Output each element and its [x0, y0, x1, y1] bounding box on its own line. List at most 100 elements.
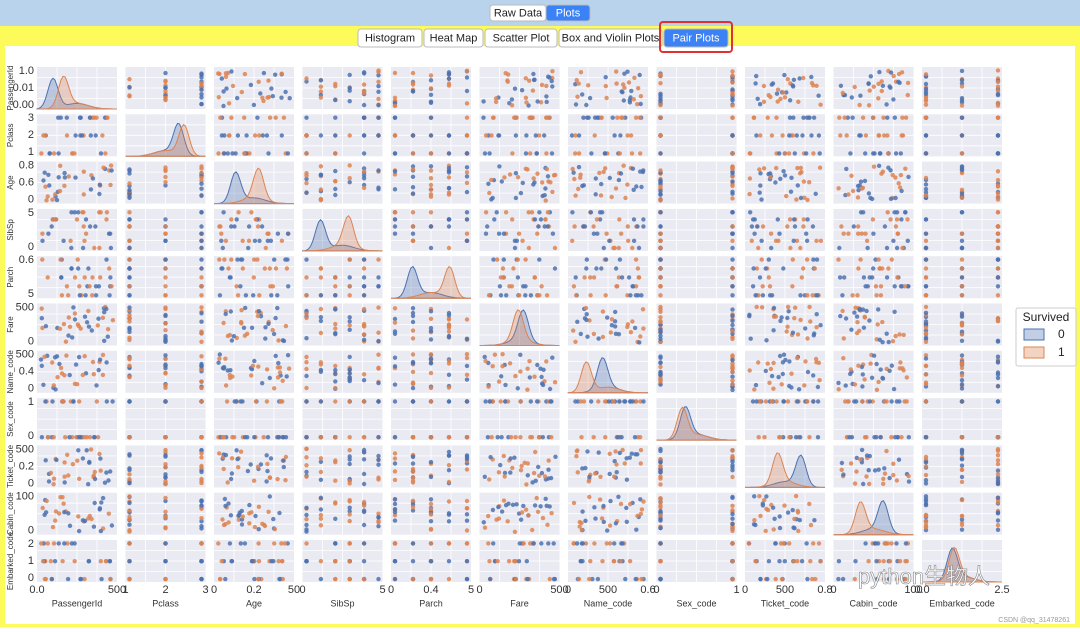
dot [376, 275, 381, 280]
scatter [838, 305, 906, 345]
tab[interactable] [357, 28, 423, 48]
dot [280, 378, 285, 383]
dot [48, 559, 53, 564]
dot [392, 497, 398, 502]
dot [304, 336, 309, 341]
dot [236, 465, 241, 470]
dot [593, 192, 598, 197]
dot [232, 435, 237, 440]
dot [240, 266, 245, 271]
dot [58, 257, 63, 262]
dot [304, 385, 309, 391]
dot [491, 257, 496, 262]
dot [263, 336, 268, 341]
dot [836, 186, 841, 191]
dot [862, 377, 867, 382]
dot [446, 358, 452, 364]
dot [127, 522, 132, 527]
dot [499, 374, 504, 379]
dot [811, 83, 816, 88]
dot [487, 151, 492, 156]
dot [428, 115, 434, 120]
dot [246, 245, 251, 251]
dot [906, 435, 911, 440]
dot [777, 514, 782, 519]
dot [58, 163, 63, 168]
dot [535, 231, 540, 236]
dot [216, 360, 221, 365]
dot [264, 479, 269, 484]
dot [74, 217, 80, 222]
dot [376, 305, 381, 310]
y-tick-label: 0 [28, 430, 34, 442]
dot [814, 83, 819, 89]
dot [510, 151, 515, 156]
dot [281, 338, 287, 344]
dot [43, 399, 48, 404]
dot [850, 188, 856, 194]
tab[interactable] [663, 28, 729, 48]
x-tick-label: 0.6 [640, 584, 655, 596]
dot [776, 374, 781, 380]
dot [93, 224, 98, 229]
top-tab[interactable] [545, 4, 591, 22]
dot [428, 506, 434, 511]
dot [836, 380, 841, 386]
dot [782, 95, 788, 100]
dot [333, 168, 338, 174]
dot [89, 516, 94, 522]
dot [239, 89, 244, 95]
dot [104, 257, 109, 262]
dot [242, 71, 248, 77]
dot [86, 482, 91, 487]
kde [125, 123, 206, 157]
dot [500, 266, 506, 271]
dot [481, 99, 486, 104]
dot [995, 475, 1001, 480]
dot [641, 499, 646, 504]
dot [856, 224, 861, 229]
tab[interactable] [423, 28, 484, 48]
dot [617, 217, 622, 222]
scatter [304, 115, 381, 156]
dot [836, 559, 842, 564]
dot [750, 399, 756, 404]
dot [923, 175, 929, 181]
dot [638, 101, 643, 107]
dot [106, 511, 112, 516]
dot [199, 224, 204, 229]
dot [318, 477, 324, 482]
dot [361, 306, 367, 312]
dot [544, 359, 549, 364]
dot [903, 576, 908, 582]
dot [845, 399, 850, 404]
dot [614, 462, 619, 467]
dot [575, 470, 580, 475]
dot [253, 513, 258, 519]
dot [304, 76, 309, 81]
dot [730, 374, 735, 379]
dot [265, 461, 270, 467]
dot [923, 182, 929, 187]
dot [959, 322, 965, 328]
dot [518, 468, 524, 473]
dot [392, 518, 398, 523]
dot [530, 480, 535, 485]
dot [893, 151, 899, 156]
dot [866, 559, 871, 564]
dot [612, 541, 617, 546]
dot [573, 102, 579, 107]
dot [730, 238, 735, 243]
dot [547, 504, 552, 509]
dot [199, 72, 204, 77]
dot [804, 541, 809, 546]
dot [361, 257, 367, 262]
tab[interactable] [484, 28, 558, 48]
dot [235, 257, 240, 262]
dot [519, 463, 524, 469]
dot [923, 518, 929, 524]
tab[interactable] [558, 28, 663, 48]
dot [513, 435, 518, 440]
dot [428, 356, 434, 361]
dot [523, 293, 528, 298]
